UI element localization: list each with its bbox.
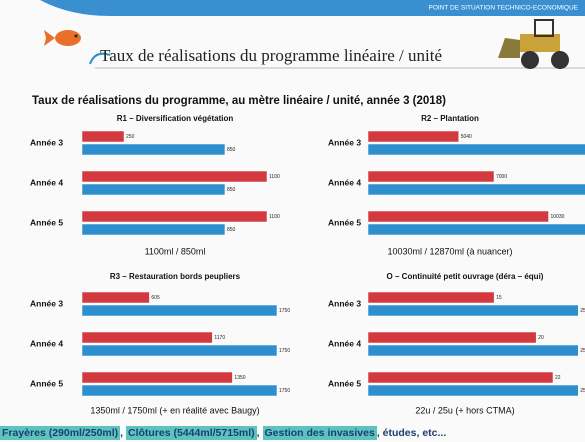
category-label: Année 4 [328,338,361,348]
value-label: 1170 [214,335,225,341]
value-label: 1750 [279,348,290,354]
footer-item: Clôtures (5444ml/5715ml) [126,426,257,440]
bar [82,171,267,182]
bar [368,292,494,303]
bar [368,224,585,235]
bar [368,305,578,316]
footer-item: Frayères (290ml/250ml) [0,426,120,440]
value-label: 1750 [279,308,290,314]
category-label: Année 5 [328,378,361,388]
category-label: Année 5 [30,217,63,227]
category-label: Année 4 [328,177,361,187]
bar [368,144,585,155]
value-label: 20 [538,335,544,341]
value-label: 850 [227,187,236,193]
slide-canvas: POINT DE SITUATION TECHNICO-ECONOMIQUE T… [0,0,585,424]
banner-text: POINT DE SITUATION TECHNICO-ECONOMIQUE [428,5,578,12]
category-label: Année 3 [328,298,361,308]
value-label: 850 [227,147,236,153]
value-label: 25 [580,348,585,354]
value-label: 1350 [234,375,245,381]
chart-title: R1 – Diversification végétation [117,114,234,123]
value-label: 5040 [461,134,472,140]
bar [82,131,124,142]
chart-title: R2 – Plantation [421,114,479,123]
chart-caption: 1100ml / 850ml [145,246,206,256]
bar [82,184,225,195]
value-label: 10030 [551,214,565,220]
value-label: 605 [151,295,160,301]
bar [82,224,225,235]
footer-item: , études, etc... [377,427,446,439]
chart-caption: 22u / 25u (+ hors CTMA) [415,405,514,415]
category-label: Année 3 [30,298,63,308]
subtitle: Taux de réalisations du programme, au mè… [32,95,446,107]
footer-band: Frayères (290ml/250ml), Clôtures (5444ml… [0,424,585,442]
bar [368,372,553,383]
bar [82,211,267,222]
value-label: 15 [496,295,502,301]
bar [82,385,277,396]
category-label: Année 4 [30,338,63,348]
value-label: 1100 [269,174,280,180]
value-label: 25 [580,388,585,394]
category-label: Année 4 [30,177,63,187]
category-label: Année 5 [328,217,361,227]
chart-title: O – Continuité petit ouvrage (déra – équ… [387,272,544,281]
value-label: 1750 [279,388,290,394]
bar [368,131,459,142]
value-label: 22 [555,375,561,381]
slide: POINT DE SITUATION TECHNICO-ECONOMIQUE T… [0,0,585,442]
bar [368,184,585,195]
value-label: 7000 [496,174,507,180]
value-label: 1100 [269,214,280,220]
bar [368,171,494,182]
chart-caption: 10030ml / 12870ml (à nuancer) [387,246,512,256]
bar [82,372,232,383]
slide-title: Taux de réalisations du programme linéai… [100,46,442,65]
value-label: 25 [580,308,585,314]
category-label: Année 5 [30,378,63,388]
bar [368,345,578,356]
bar [82,345,277,356]
bar [368,332,536,343]
bar [82,144,225,155]
category-label: Année 3 [328,137,361,147]
category-label: Année 3 [30,137,63,147]
bar [368,385,578,396]
chart-caption: 1350ml / 1750ml (+ en réalité avec Baugy… [90,405,259,415]
bar [82,332,212,343]
value-label: 850 [227,227,236,233]
bar [368,211,549,222]
value-label: 250 [126,134,135,140]
footer-item: Gestion des invasives [263,426,377,440]
bar [82,292,149,303]
bar [82,305,277,316]
chart-title: R3 – Restauration bords peupliers [110,272,241,281]
